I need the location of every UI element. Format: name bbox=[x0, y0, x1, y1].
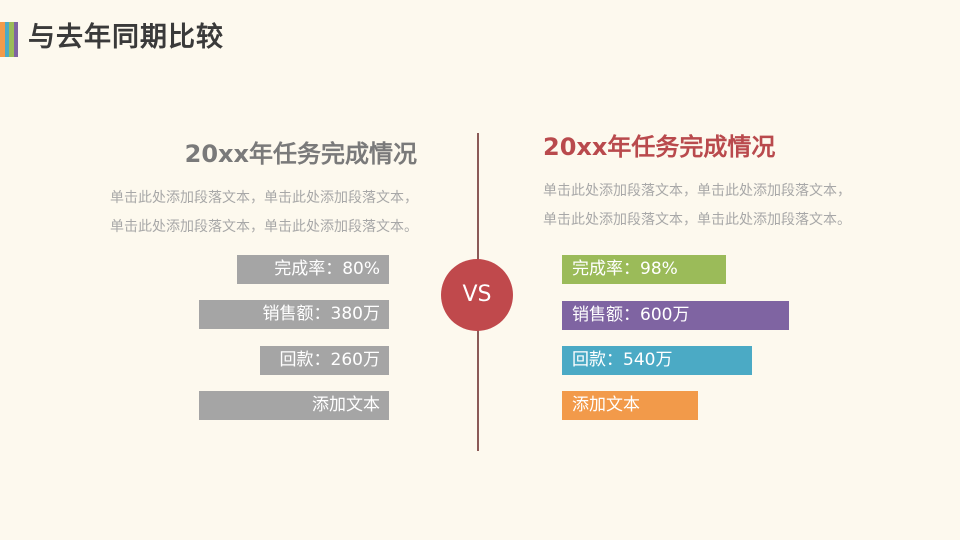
left-bar-sales: 销售额：380万 bbox=[199, 300, 389, 329]
left-panel-title: 20xx年任务完成情况 bbox=[184, 140, 417, 168]
right-panel-title: 20xx年任务完成情况 bbox=[543, 133, 776, 161]
paragraph-line: 单击此处添加段落文本，单击此处添加段落文本， bbox=[110, 190, 418, 206]
paragraph-line: 单击此处添加段落文本，单击此处添加段落文本。 bbox=[110, 219, 418, 235]
paragraph-line: 单击此处添加段落文本，单击此处添加段落文本， bbox=[543, 183, 851, 199]
stripe-orange bbox=[0, 22, 5, 57]
right-bar-payment: 回款：540万 bbox=[562, 346, 752, 375]
left-bar-add-text: 添加文本 bbox=[199, 391, 389, 420]
page-title: 与去年同期比较 bbox=[28, 22, 224, 53]
right-bar-sales: 销售额：600万 bbox=[562, 301, 789, 330]
left-bar-payment: 回款：260万 bbox=[260, 346, 389, 375]
header-color-stripes bbox=[0, 22, 18, 57]
right-bar-completion-rate: 完成率：98% bbox=[562, 255, 726, 284]
right-panel-paragraph: 单击此处添加段落文本，单击此处添加段落文本， 单击此处添加段落文本，单击此处添加… bbox=[543, 177, 851, 235]
left-panel-paragraph: 单击此处添加段落文本，单击此处添加段落文本， 单击此处添加段落文本，单击此处添加… bbox=[110, 184, 418, 242]
stripe-purple bbox=[13, 22, 18, 57]
vs-badge: VS bbox=[441, 259, 513, 331]
right-bar-add-text: 添加文本 bbox=[562, 391, 698, 420]
stripe-green bbox=[9, 22, 14, 57]
paragraph-line: 单击此处添加段落文本，单击此处添加段落文本。 bbox=[543, 212, 851, 228]
stripe-teal bbox=[4, 22, 9, 57]
left-bar-completion-rate: 完成率：80% bbox=[237, 255, 389, 284]
